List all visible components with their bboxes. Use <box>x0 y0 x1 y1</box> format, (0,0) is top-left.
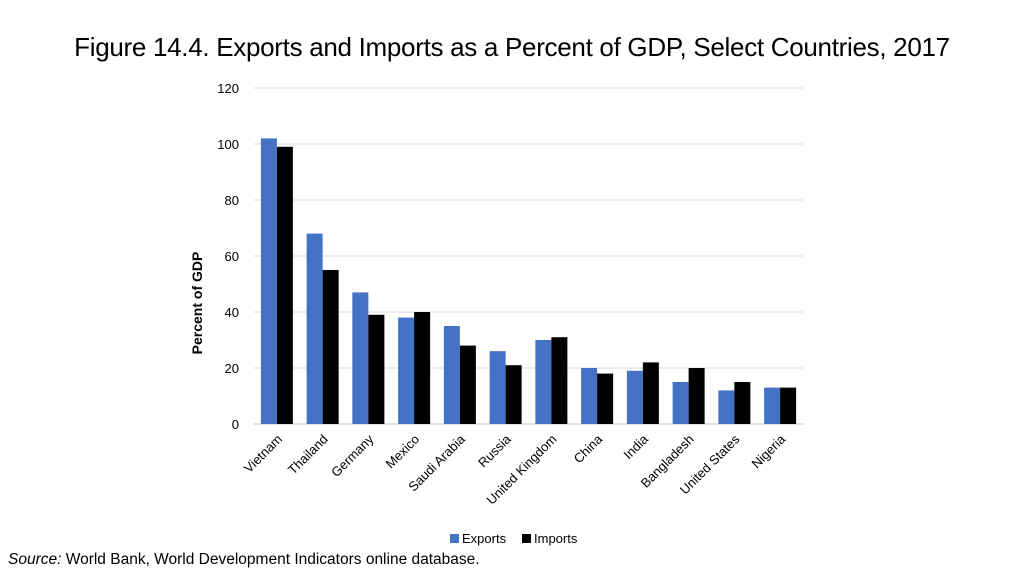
bar-exports-mexico <box>398 317 415 424</box>
bar-imports-germany <box>368 314 385 424</box>
bar-imports-vietnam <box>276 146 293 425</box>
x-tick-label: India <box>620 431 651 462</box>
bar-imports-mexico <box>414 312 431 424</box>
bar-exports-bangladesh <box>672 382 689 424</box>
x-tick-label: Thailand <box>285 432 331 478</box>
bar-exports-united-states <box>718 390 735 424</box>
y-tick-label: 40 <box>225 305 239 320</box>
source-label: Source: <box>8 551 62 568</box>
bar-exports-china <box>581 368 598 424</box>
bar-imports-nigeria <box>780 387 797 424</box>
bar-imports-thailand <box>322 270 339 424</box>
x-tick-label: Mexico <box>383 432 423 472</box>
bars <box>260 138 797 425</box>
bar-exports-thailand <box>306 233 323 424</box>
y-axis-label: Percent of GDP <box>189 252 205 355</box>
bar-exports-india <box>626 370 643 424</box>
x-tick-label: Nigeria <box>749 431 789 471</box>
x-tick-label: China <box>571 431 606 466</box>
y-tick-labels: 0 20 40 60 80 100 120 <box>217 81 239 432</box>
legend-swatch-exports <box>450 534 459 543</box>
x-tick-label: Vietnam <box>241 432 285 476</box>
source-note: Source: World Bank, World Development In… <box>8 551 480 569</box>
y-tick-label: 0 <box>232 417 239 432</box>
gridlines <box>254 87 803 425</box>
source-text: World Bank, World Development Indicators… <box>65 551 480 568</box>
chart-title: Figure 14.4. Exports and Imports as a Pe… <box>74 32 950 62</box>
y-tick-label: 120 <box>217 81 239 96</box>
bar-exports-russia <box>489 351 506 424</box>
bar-exports-vietnam <box>260 138 277 424</box>
bar-imports-russia <box>505 365 522 424</box>
bar-exports-saudi-arabia <box>443 326 460 424</box>
legend: Exports Imports <box>450 531 578 546</box>
y-tick-label: 80 <box>225 193 239 208</box>
bar-exports-nigeria <box>764 387 781 424</box>
bar-imports-united-kingdom <box>551 337 568 424</box>
x-tick-label: Germany <box>328 431 377 480</box>
bar-imports-china <box>597 373 614 424</box>
bar-exports-germany <box>352 292 369 424</box>
bar-imports-united-states <box>734 382 751 424</box>
y-tick-label: 20 <box>225 361 239 376</box>
y-tick-label: 60 <box>225 249 239 264</box>
bar-exports-united-kingdom <box>535 340 552 424</box>
bar-imports-bangladesh <box>688 368 705 424</box>
y-tick-label: 100 <box>217 137 239 152</box>
legend-label-imports: Imports <box>534 531 578 546</box>
legend-swatch-imports <box>522 534 531 543</box>
bar-imports-india <box>642 362 659 424</box>
bar-imports-saudi-arabia <box>459 345 476 424</box>
legend-label-exports: Exports <box>462 531 507 546</box>
x-tick-label: Russia <box>475 431 514 470</box>
